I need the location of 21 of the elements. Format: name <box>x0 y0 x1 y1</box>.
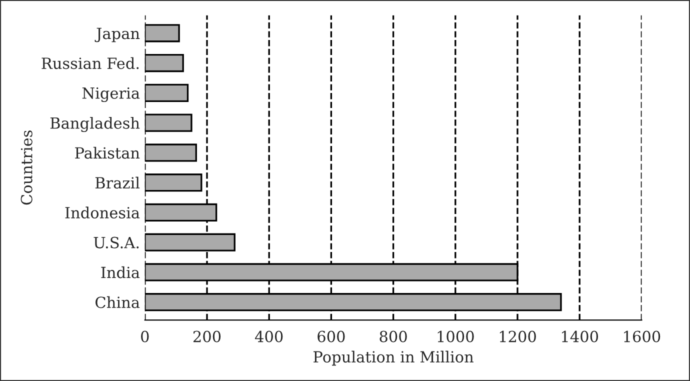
y-tick-label: Nigeria <box>82 87 140 102</box>
x-tick-label: 0 <box>141 330 149 342</box>
x-tick-label: 200 <box>193 330 221 342</box>
x-tick-label: 1600 <box>624 330 660 342</box>
x-tick-label: 1000 <box>438 330 474 342</box>
x-tick-label: 1200 <box>500 330 536 342</box>
y-tick-label: China <box>96 296 140 308</box>
y-tick-label: Indonesia <box>65 206 140 218</box>
x-tick-label: 1400 <box>562 330 598 342</box>
y-tick-label: India <box>101 266 140 278</box>
y-tick-label: Pakistan <box>75 146 140 159</box>
y-tick-label: Japan <box>94 28 140 42</box>
y-tick-label: Bangladesh <box>50 117 140 132</box>
y-axis-title: Countries <box>20 130 32 205</box>
x-tick-label: 800 <box>380 330 407 342</box>
x-tick-label: 600 <box>318 330 345 342</box>
x-axis-title: Population in Million <box>314 350 474 366</box>
y-tick-label: U.S.A. <box>94 236 139 248</box>
y-tick-label: Russian Fed. <box>42 57 139 70</box>
x-tick-label: 400 <box>254 330 283 342</box>
y-tick-label: Brazil <box>95 176 140 189</box>
